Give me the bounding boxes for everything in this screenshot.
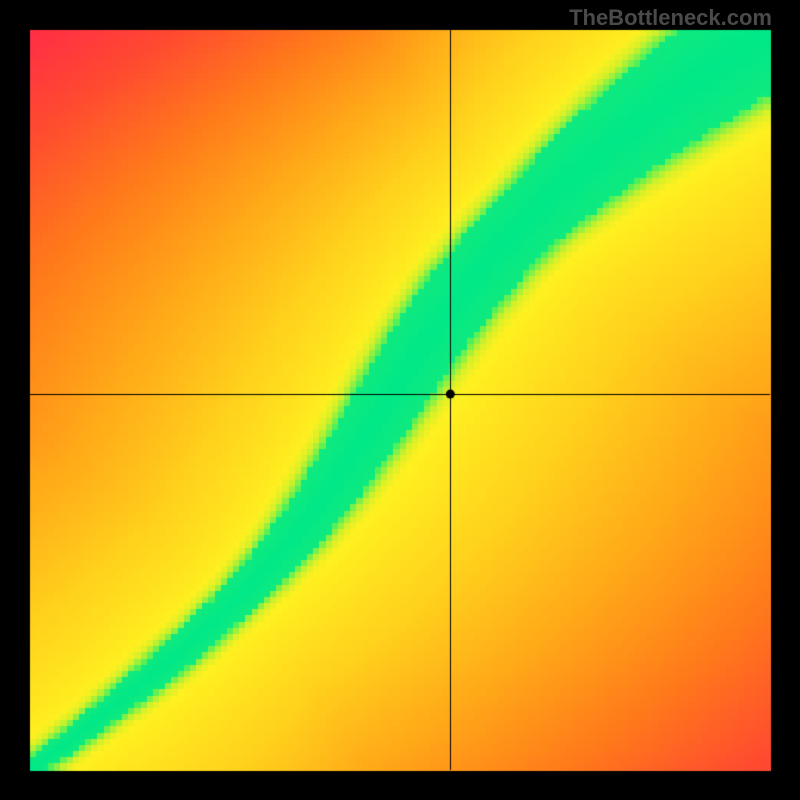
bottleneck-heatmap [0, 0, 800, 800]
watermark-text: TheBottleneck.com [569, 5, 772, 31]
chart-container: TheBottleneck.com [0, 0, 800, 800]
